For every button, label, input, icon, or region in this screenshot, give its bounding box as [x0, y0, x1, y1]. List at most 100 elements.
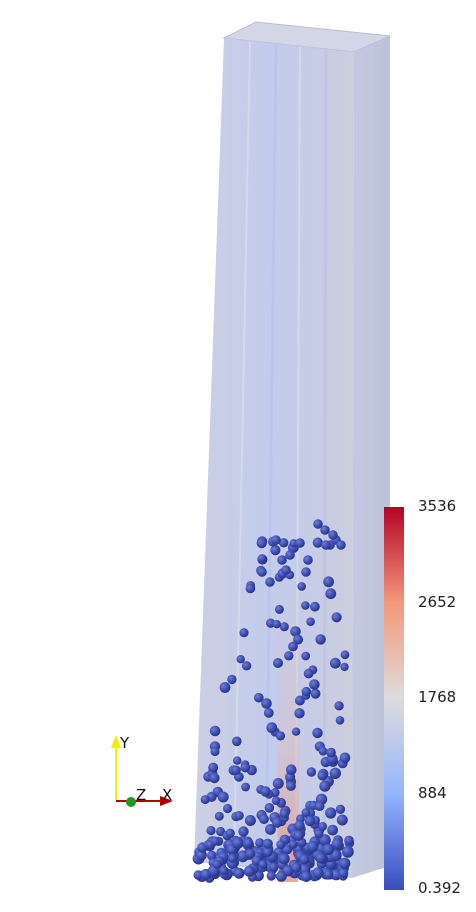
particle	[262, 847, 273, 857]
particle	[327, 824, 338, 836]
particle	[270, 545, 281, 556]
particle	[315, 852, 327, 864]
particle	[285, 550, 295, 560]
particle	[340, 650, 350, 660]
particle	[275, 870, 287, 882]
particle	[266, 722, 278, 734]
colorbar-label-min: 0.392	[418, 879, 461, 897]
particle	[318, 822, 328, 831]
particle	[341, 845, 354, 858]
particle	[278, 853, 290, 865]
particle	[261, 698, 272, 709]
particle	[288, 641, 298, 652]
particle	[244, 815, 256, 826]
particle	[209, 772, 220, 784]
particle	[318, 746, 328, 756]
particle	[245, 848, 256, 859]
particle	[331, 612, 342, 623]
particle	[336, 540, 346, 550]
particle	[314, 829, 324, 839]
particle	[290, 626, 301, 637]
particle	[277, 555, 287, 565]
particle	[232, 736, 242, 747]
particle	[336, 814, 348, 826]
x-axis-label: X	[162, 786, 172, 804]
particle	[294, 820, 305, 831]
particle	[303, 668, 314, 679]
particle	[279, 808, 290, 819]
particle	[271, 535, 281, 545]
particle	[319, 780, 331, 792]
particle	[234, 811, 244, 821]
particle	[320, 525, 330, 535]
colorbar-label-max: 3536	[418, 497, 457, 515]
particle	[338, 868, 349, 878]
particle	[279, 622, 289, 632]
particle	[257, 567, 267, 577]
particle	[265, 824, 276, 835]
particle	[317, 770, 328, 781]
particle	[227, 674, 237, 685]
particle	[312, 727, 323, 739]
particle	[310, 688, 321, 699]
particle	[325, 588, 337, 600]
particle	[323, 869, 334, 880]
particle	[231, 765, 241, 775]
particle	[279, 538, 289, 548]
particle	[286, 781, 296, 791]
particle	[271, 796, 281, 805]
particle	[273, 658, 283, 668]
particle	[301, 651, 311, 661]
column-side-face	[352, 36, 390, 878]
particle	[293, 830, 305, 841]
particle	[284, 651, 294, 661]
particle	[200, 795, 210, 805]
scalar-colorbar	[384, 507, 404, 890]
particle	[271, 817, 283, 828]
particle	[300, 871, 312, 882]
particle	[307, 841, 319, 853]
particle	[344, 835, 354, 846]
particle	[276, 840, 286, 850]
particle	[304, 815, 316, 827]
particle	[207, 850, 217, 861]
particle	[262, 838, 273, 849]
particle	[258, 859, 268, 869]
particle	[260, 786, 271, 797]
particle	[334, 701, 344, 711]
y-axis-arrow	[111, 735, 121, 748]
particle	[225, 828, 235, 838]
particle	[299, 854, 310, 865]
particle	[253, 692, 264, 703]
particle	[297, 582, 307, 591]
particle	[241, 782, 251, 792]
particle	[266, 871, 277, 881]
y-axis-label: Y	[119, 734, 130, 752]
particle	[212, 859, 222, 869]
z-axis-label: Z	[136, 786, 146, 804]
particle	[206, 825, 216, 836]
particle	[340, 662, 349, 672]
particle	[291, 727, 301, 736]
particle	[312, 867, 324, 879]
particle	[321, 540, 331, 550]
particle	[217, 791, 229, 803]
particle	[325, 807, 337, 819]
particle	[335, 804, 346, 814]
particle	[301, 808, 311, 818]
particle	[256, 538, 267, 549]
particle	[313, 519, 323, 529]
particle	[303, 555, 313, 565]
particle	[335, 716, 345, 725]
particle	[193, 870, 203, 880]
particles-group	[192, 519, 355, 883]
particle	[301, 686, 311, 697]
particle	[219, 682, 231, 693]
particle	[242, 837, 254, 849]
particle	[310, 601, 320, 612]
particle	[241, 661, 252, 671]
particle	[281, 565, 291, 575]
particle	[233, 756, 242, 765]
